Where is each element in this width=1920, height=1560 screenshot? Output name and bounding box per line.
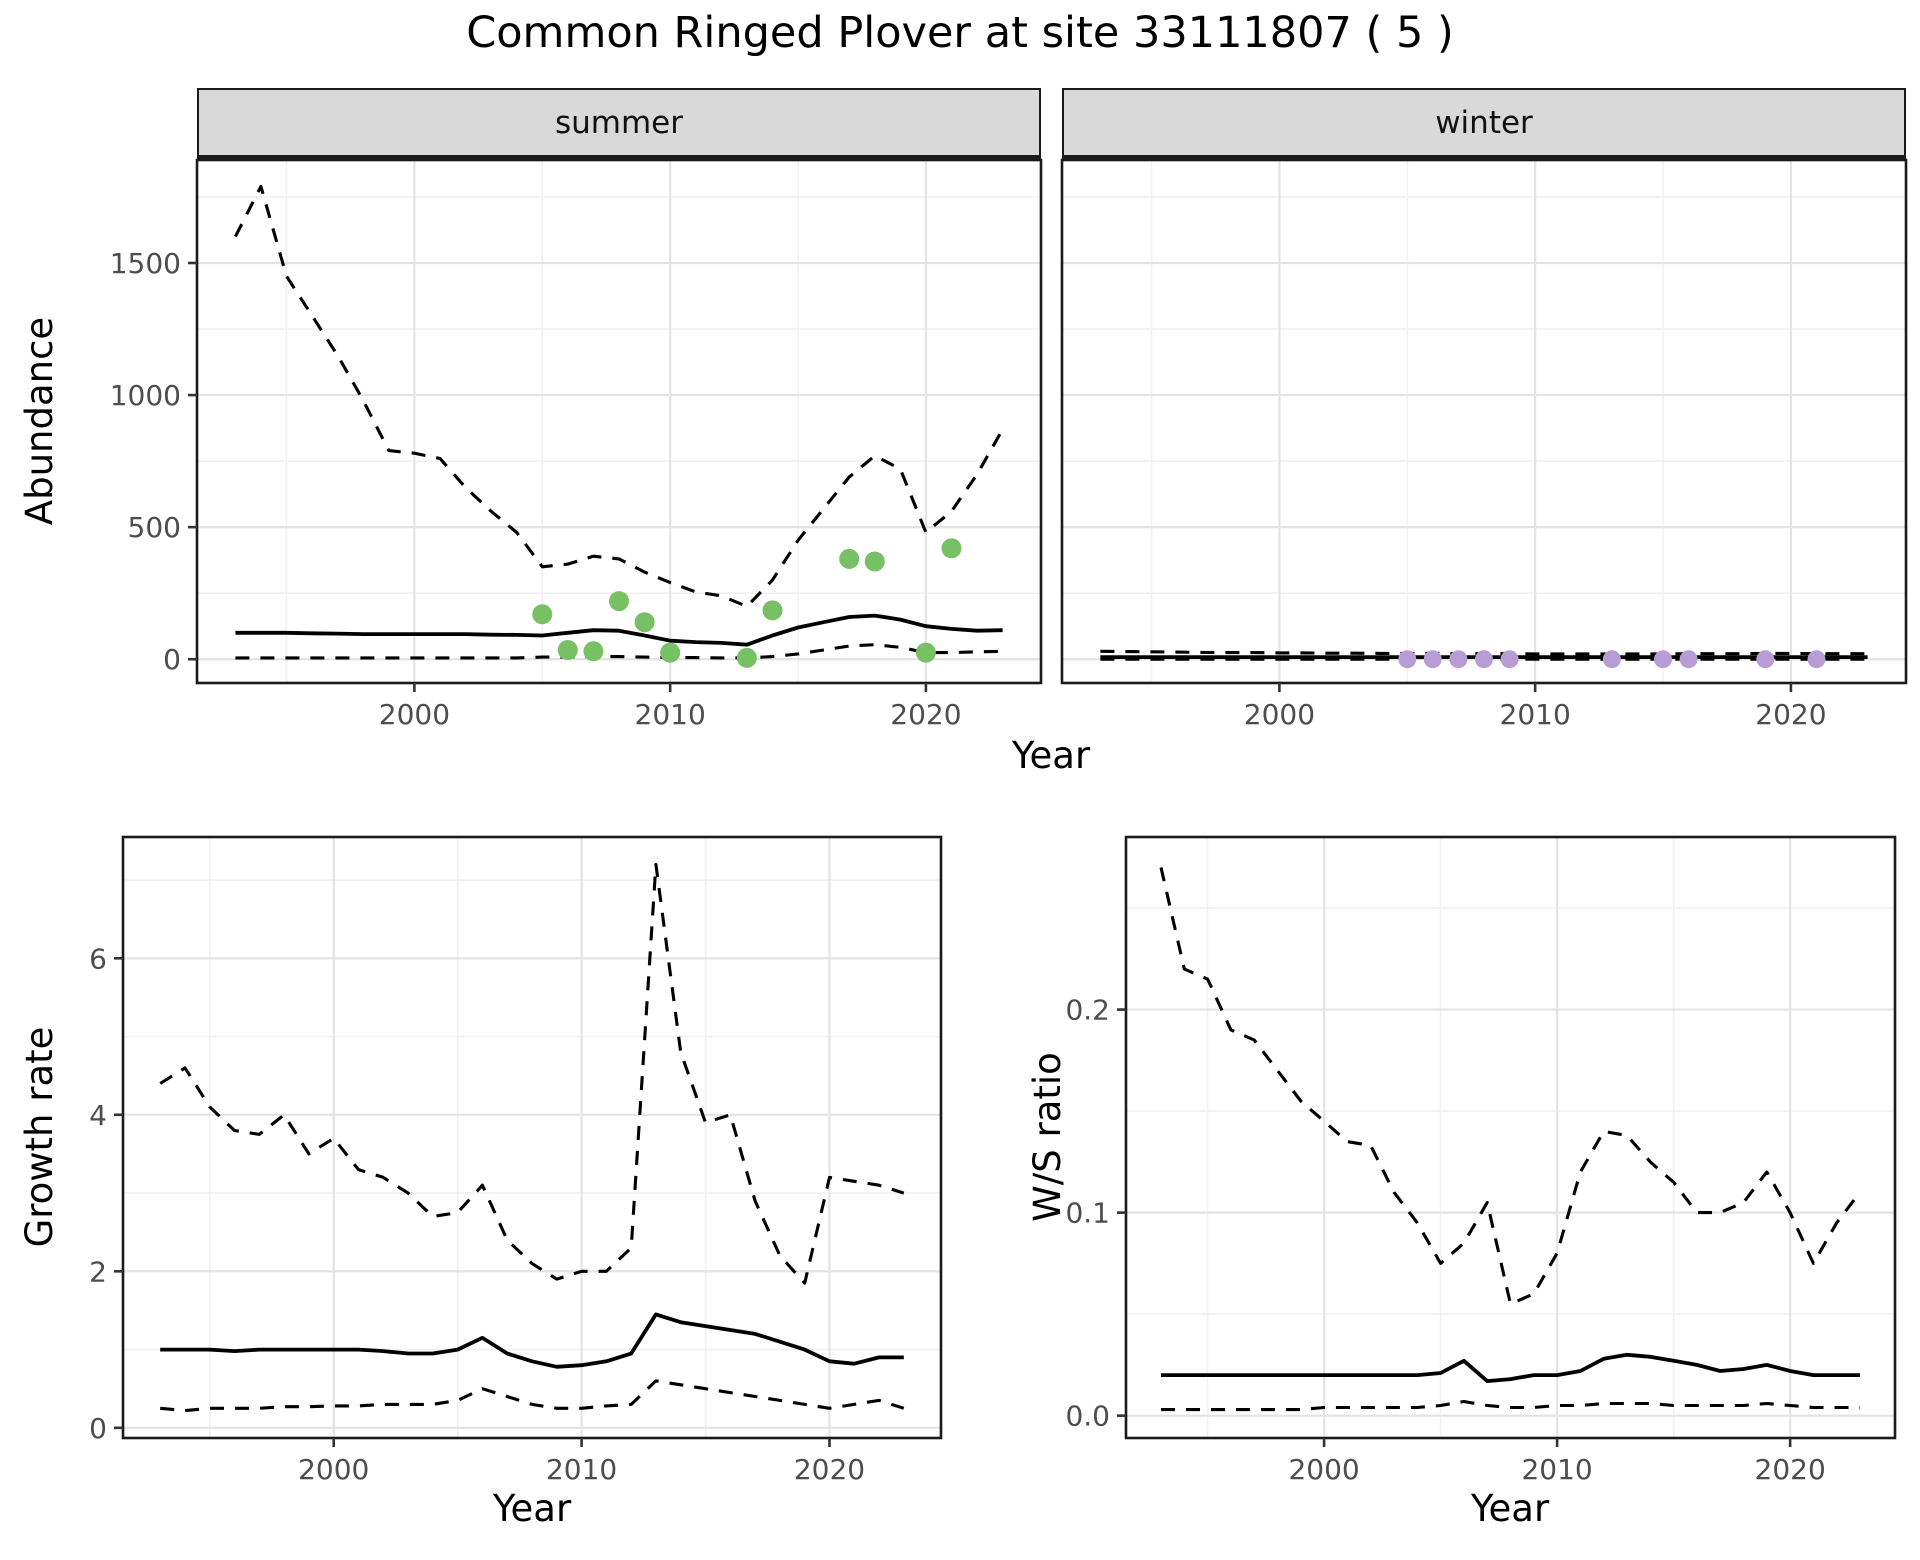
x-tick-label: 2010: [546, 1453, 617, 1486]
summer-observation-point: [634, 612, 655, 633]
winter-observation-point: [1654, 650, 1672, 669]
y-tick-label: 2: [89, 1255, 107, 1288]
panel-border: [1124, 835, 1897, 1440]
y-tick-label: 500: [128, 511, 181, 544]
facet-strip-summer: summer: [197, 88, 1041, 160]
summer-observation-point: [941, 538, 962, 559]
y-tick-label: 0: [163, 643, 181, 676]
panel-background: [123, 837, 941, 1438]
summer-observation-point: [583, 641, 604, 662]
winter-observation-point: [1423, 650, 1442, 669]
series-median: [160, 1312, 904, 1369]
x-tick-label: 2020: [794, 1453, 865, 1486]
x-axis-title-year-top: Year: [1011, 734, 1091, 777]
winter-observation-point: [1500, 650, 1519, 669]
winter-observation-point: [1807, 650, 1826, 669]
summer-observation-point: [839, 548, 860, 569]
x-tick-label: 2020: [890, 698, 961, 731]
summer-observation-point: [762, 600, 783, 621]
winter-observation-point: [1475, 650, 1493, 669]
panel-background: [1126, 837, 1895, 1438]
summer-observation-point: [864, 551, 885, 572]
series-median: [1161, 1352, 1860, 1383]
series-median: [235, 613, 1003, 647]
panel-border: [195, 158, 1043, 685]
y-tick-label: 4: [89, 1099, 107, 1132]
x-tick-label: 2010: [635, 698, 706, 731]
series-upper-ci: [159, 862, 905, 1285]
x-tick-label: 2000: [1244, 698, 1315, 731]
x-tick-label: 2000: [298, 1453, 369, 1486]
winter-observation-point: [1602, 650, 1621, 669]
summer-observation-point: [609, 591, 629, 612]
summer-observation-point: [660, 642, 681, 663]
panel-background: [1062, 160, 1906, 683]
x-tick-label: 2010: [1521, 1453, 1592, 1486]
panel-border: [121, 835, 943, 1440]
series-upper-ci: [234, 184, 1004, 608]
y-tick-label: 0: [89, 1412, 107, 1445]
x-tick-label: 2020: [1755, 1453, 1826, 1486]
x-tick-label: 2000: [379, 698, 450, 731]
y-tick-label: 1500: [110, 247, 181, 280]
facet-strip-summer-label: summer: [554, 104, 683, 141]
panel-border: [1060, 158, 1908, 685]
x-tick-label: 2000: [1288, 1453, 1359, 1486]
x-tick-label: 2020: [1755, 698, 1826, 731]
y-tick-label: 0.1: [1065, 1197, 1110, 1230]
summer-observation-point: [736, 647, 757, 668]
x-axis-title-year-ws: Year: [1470, 1487, 1550, 1530]
series-lower-ci: [160, 1379, 905, 1413]
facet-strip-winter: winter: [1062, 88, 1906, 160]
series-lower-ci: [235, 643, 1003, 660]
y-tick-label: 0.0: [1065, 1400, 1110, 1433]
x-tick-label: 2010: [1500, 698, 1571, 731]
series-lower-ci: [1161, 1399, 1860, 1412]
winter-observation-point: [1449, 650, 1468, 669]
summer-observation-point: [915, 642, 936, 663]
winter-observation-point: [1679, 650, 1698, 669]
winter-observation-point: [1398, 650, 1417, 669]
summer-observation-point: [557, 640, 578, 660]
x-axis-title-year-growth: Year: [492, 1487, 572, 1530]
winter-observation-point: [1756, 650, 1775, 669]
summer-observation-point: [532, 604, 553, 625]
figure-title: Common Ringed Plover at site 33111807 ( …: [466, 8, 1454, 58]
y-tick-label: 6: [89, 942, 107, 975]
facet-strip-winter-label: winter: [1435, 104, 1533, 141]
y-tick-label: 0.2: [1065, 994, 1110, 1027]
y-tick-label: 1000: [110, 379, 181, 412]
